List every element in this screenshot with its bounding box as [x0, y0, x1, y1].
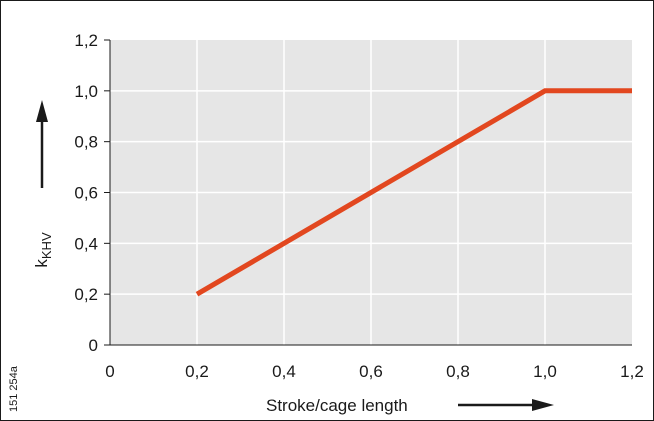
axes — [104, 39, 632, 346]
x-tick-label: 1,2 — [620, 362, 644, 381]
figure-id: 151 254a — [8, 365, 20, 412]
x-tick-label: 0,6 — [359, 362, 383, 381]
x-axis-label-group: Stroke/cage length — [266, 396, 554, 415]
series-line-kkhv — [195, 88, 632, 297]
y-axis-label: kKHV — [32, 232, 54, 268]
x-tick-labels: 0 0,2 0,4 0,6 0,8 1,0 1,2 — [105, 362, 644, 381]
y-tick-label: 1,0 — [74, 82, 98, 101]
y-tick-labels: 0 0,2 0,4 0,6 0,8 1,0 1,2 — [74, 31, 98, 355]
x-tick-label: 0,8 — [446, 362, 470, 381]
x-tick-label: 0,4 — [272, 362, 296, 381]
y-tick-label: 0,6 — [74, 184, 98, 203]
y-tick-label: 0,8 — [74, 133, 98, 152]
y-tick-label: 0,4 — [74, 234, 98, 253]
x-tick-label: 0 — [105, 362, 114, 381]
y-tick-label: 0,2 — [74, 285, 98, 304]
y-axis-arrow-head — [36, 100, 48, 122]
y-axis-label-main: k — [32, 259, 51, 268]
y-tick-label: 1,2 — [74, 31, 98, 50]
y-axis-label-subscript: KHV — [39, 232, 54, 259]
y-axis-label-group: kKHV — [32, 100, 54, 268]
y-tick-label: 0 — [89, 336, 98, 355]
x-tick-label: 1,0 — [533, 362, 557, 381]
x-axis-label: Stroke/cage length — [266, 396, 408, 415]
x-tick-label: 0,2 — [185, 362, 209, 381]
x-axis-arrow-head — [532, 399, 554, 411]
